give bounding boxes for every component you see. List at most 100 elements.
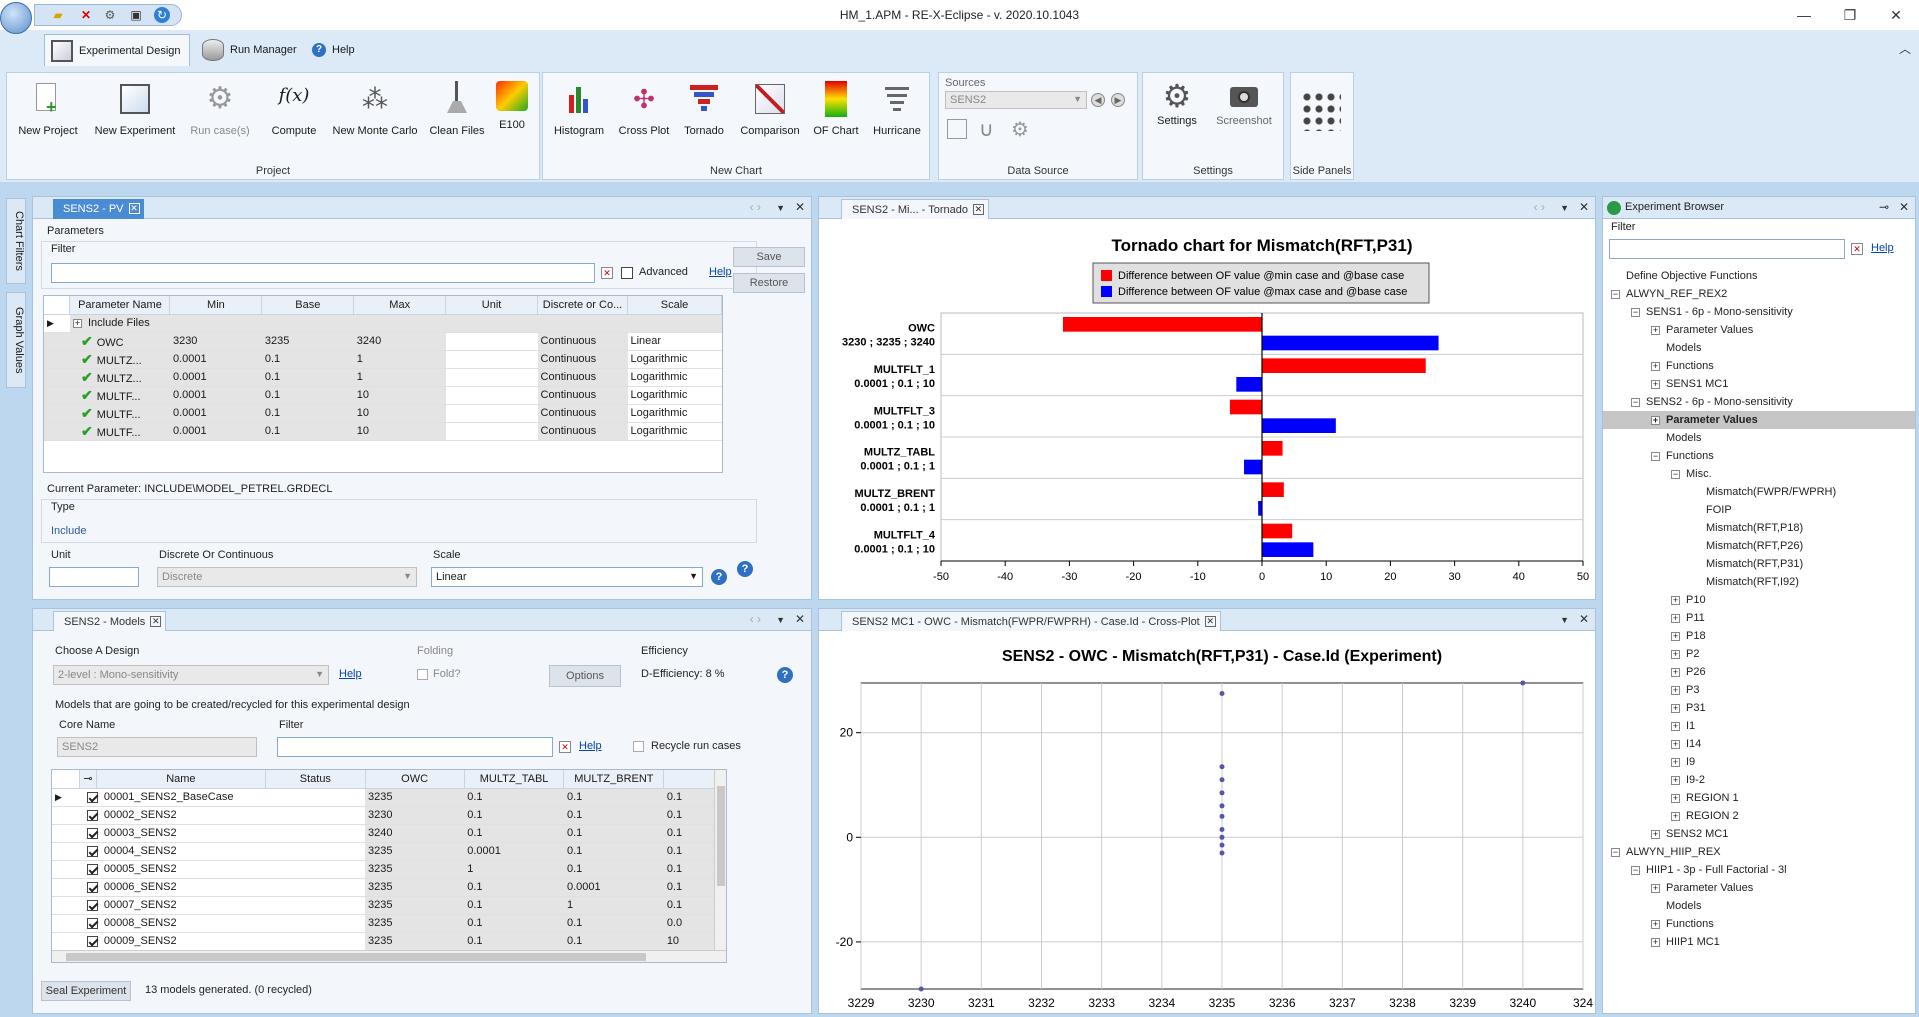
parameter-row[interactable]: ✔ MULTZ... 0.0001 0.1 1 Continuous Logarithmic (44, 350, 722, 369)
close-window-button[interactable]: ✕ (1890, 7, 1902, 23)
model-checkbox[interactable] (86, 881, 98, 893)
tree-item[interactable]: + P18 (1671, 630, 1706, 642)
restore-button[interactable]: Restore (733, 273, 805, 293)
app-orb-icon[interactable] (0, 2, 32, 34)
expand-icon[interactable]: + (1671, 594, 1680, 605)
tree-item[interactable]: + REGION 2 (1671, 810, 1739, 822)
col-scale[interactable]: Scale (627, 296, 722, 315)
tree-item[interactable]: Models (1666, 900, 1702, 912)
filter-input[interactable] (51, 263, 595, 283)
tab-experimental-design[interactable]: Experimental Design (44, 34, 190, 66)
tree-item[interactable]: + P3 (1671, 684, 1700, 696)
group-row-include-files[interactable]: ▶ + Include Files (44, 314, 722, 333)
model-checkbox[interactable] (86, 791, 98, 803)
parameter-row[interactable]: ✔ MULTF... 0.0001 0.1 10 Continuous Logarithmi… (44, 386, 722, 405)
seal-experiment-button[interactable]: Seal Experiment (41, 981, 131, 1001)
model-row[interactable]: 00004_SENS2 3235 0.0001 0.1 0.1 (52, 842, 716, 861)
e100-button[interactable]: E100 (489, 81, 535, 131)
expand-icon[interactable]: + (1651, 918, 1660, 929)
scroll-tabs-icon[interactable]: ‹ › (1533, 200, 1545, 214)
model-checkbox[interactable] (86, 917, 98, 929)
save-icon[interactable]: ▣ (130, 8, 142, 22)
col-status[interactable]: Status (265, 770, 366, 789)
new-experiment-button[interactable]: New Experiment (89, 81, 181, 137)
tree-item[interactable]: − ALWYN_HIIP_REX (1611, 846, 1721, 858)
collapse-icon[interactable]: − (1631, 864, 1640, 875)
cube-icon[interactable] (947, 119, 967, 139)
expand-icon[interactable]: + (1651, 936, 1660, 947)
core-name-input[interactable]: SENS2 (57, 737, 257, 757)
expand-icon[interactable]: + (1671, 702, 1680, 713)
close-panel-icon[interactable]: ✕ (1898, 200, 1909, 214)
scroll-tabs-icon[interactable]: ‹ › (749, 200, 761, 214)
pin-icon[interactable]: ⊸ (79, 770, 97, 789)
model-row[interactable]: 00007_SENS2 3235 0.1 1 0.1 (52, 896, 716, 915)
expand-icon[interactable]: + (1671, 720, 1680, 731)
close-panel-icon[interactable]: ✕ (1578, 612, 1589, 626)
settings-button[interactable]: ⚙ Settings (1157, 78, 1197, 127)
param-help-icon[interactable]: ? (737, 561, 753, 577)
options-button[interactable]: Options (549, 665, 621, 687)
clean-files-button[interactable]: Clean Files (425, 81, 489, 137)
new-monte-carlo-button[interactable]: ⁂ New Monte Carlo (327, 81, 423, 137)
expand-icon[interactable]: + (1651, 882, 1660, 893)
parameter-row[interactable]: ✔ MULTF... 0.0001 0.1 10 Continuous Logarithmi… (44, 404, 722, 423)
tab-cross-plot[interactable]: SENS2 MC1 - OWC - Mismatch(FWPR/FWPRH) -… (841, 611, 1221, 631)
run-cases-button[interactable]: ⚙ Run case(s) (190, 82, 250, 137)
new-project-button[interactable]: + New Project (15, 81, 81, 137)
tree-item[interactable]: + HIIP1 MC1 (1651, 936, 1720, 948)
tree-item[interactable]: Mismatch(RFT,P31) (1706, 558, 1804, 570)
tree-item[interactable]: − ALWYN_REF_REX2 (1611, 288, 1728, 300)
unit-input[interactable] (49, 567, 139, 587)
scroll-tabs-icon[interactable]: ‹ › (749, 612, 761, 626)
model-row[interactable]: 00009_SENS2 3235 0.1 0.1 10 (52, 932, 716, 951)
tree-item[interactable]: − Functions (1651, 450, 1714, 462)
tab-sens2-models[interactable]: SENS2 - Models ✕ (53, 611, 167, 631)
design-help-link[interactable]: Help (339, 668, 362, 680)
collapse-icon[interactable]: − (1651, 450, 1660, 461)
close-tab-icon[interactable]: ✕ (150, 616, 162, 627)
of-chart-button[interactable]: OF Chart (807, 81, 865, 137)
panel-menu-icon[interactable]: ▼ (1560, 615, 1569, 625)
model-checkbox[interactable] (86, 935, 98, 947)
col-parameter-name[interactable]: Parameter Name (69, 296, 171, 315)
clear-browser-filter-icon[interactable]: ✕ (1851, 243, 1863, 255)
clear-filter-icon[interactable]: ✕ (601, 267, 613, 279)
tree-item[interactable]: + Functions (1651, 360, 1714, 372)
tab-run-manager[interactable]: Run Manager (196, 34, 305, 66)
col-name[interactable]: Name (96, 770, 267, 789)
expand-icon[interactable]: + (1671, 810, 1680, 821)
tree-item[interactable]: + I9-2 (1671, 774, 1705, 786)
save-button[interactable]: Save (733, 247, 805, 267)
magnet-icon[interactable]: ∪ (979, 119, 994, 141)
tab-help[interactable]: ? Help (308, 34, 363, 66)
tree-item[interactable]: + P26 (1671, 666, 1706, 678)
expand-icon[interactable]: + (1671, 612, 1680, 623)
col-max[interactable]: Max (353, 296, 447, 315)
col-extra[interactable] (663, 770, 716, 789)
discrete-continuous-dropdown[interactable]: Discrete ▼ (157, 567, 417, 587)
side-tab-chart-filters[interactable]: Chart Filters (6, 198, 26, 284)
model-checkbox[interactable] (86, 899, 98, 911)
sources-dropdown[interactable]: SENS2 ▼ (945, 91, 1087, 109)
model-row[interactable]: 00005_SENS2 3235 1 0.1 0.1 (52, 860, 716, 879)
tree-item[interactable]: Mismatch(FWPR/FWPRH) (1706, 486, 1837, 498)
tree-item[interactable]: + Parameter Values (1651, 882, 1754, 894)
gears-small-icon[interactable]: ⚙ (1011, 119, 1029, 141)
model-checkbox[interactable] (86, 809, 98, 821)
tree-item[interactable]: − Misc. (1671, 468, 1712, 480)
recycle-checkbox[interactable] (633, 741, 644, 752)
tree-item[interactable]: + P31 (1671, 702, 1706, 714)
expand-icon[interactable]: + (72, 317, 82, 328)
model-checkbox[interactable] (86, 863, 98, 875)
col-unit[interactable]: Unit (445, 296, 539, 315)
previous-source-icon[interactable]: ◀ (1091, 93, 1105, 107)
expand-icon[interactable]: + (1671, 630, 1680, 641)
tree-item[interactable]: + I14 (1671, 738, 1702, 750)
tree-item[interactable]: Define Objective Functions (1626, 270, 1758, 282)
collapse-icon[interactable]: − (1611, 288, 1620, 299)
expand-icon[interactable]: + (1651, 324, 1660, 335)
expand-icon[interactable]: + (1651, 378, 1660, 389)
parameter-row[interactable]: ✔ MULTZ... 0.0001 0.1 1 Continuous Logarithmic (44, 368, 722, 387)
col-min[interactable]: Min (169, 296, 263, 315)
